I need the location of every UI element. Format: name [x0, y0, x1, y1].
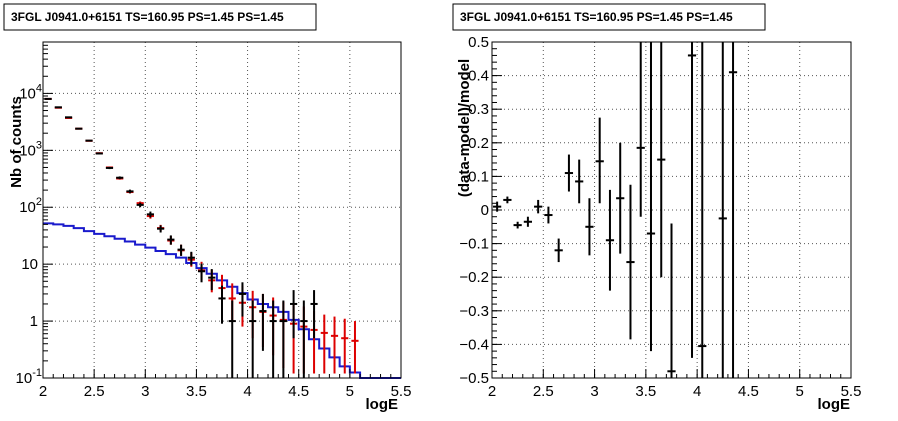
residual-xlabel: logE: [818, 396, 851, 413]
residual-title: 3FGL J0941.0+6151 TS=160.95 PS=1.45 PS=1…: [460, 10, 733, 24]
counts-x-tick-label: 5.5: [391, 383, 412, 400]
counts-x-tick-label: 2: [39, 383, 47, 400]
counts-y-tick-label: 10-1: [16, 367, 42, 387]
counts-x-tick-label: 4.5: [288, 383, 309, 400]
residual-marks: [493, 42, 738, 378]
counts-y-tick-label: 104: [19, 82, 42, 102]
counts-ylabel: Nb of counts: [8, 96, 25, 188]
counts-y-tick-label: 102: [19, 196, 42, 216]
residual-ylabel: (data-model)/model: [456, 59, 473, 197]
residual-axes: 2 2.5 3 3.5 4 4.5 5 5.5 −0.5 −0.4 −0.3 −0.2 −0.1 0 0.1…: [459, 34, 861, 400]
residual-panel: 3FGL J0941.0+6151 TS=160.95 PS=1.45 PS=1…: [452, 3, 861, 413]
residual-x-tick-label: 5.5: [841, 383, 862, 400]
residual-y-tick-label: 0.5: [468, 34, 489, 51]
residual-x-tick-label: 2: [488, 383, 496, 400]
residual-y-tick-label: 0.2: [468, 135, 489, 152]
background-model-line: [43, 222, 401, 379]
counts-panel: 3FGL J0941.0+6151 TS=160.95 PS=1.45 PS=1…: [3, 3, 412, 413]
residual-x-tick-label: 3: [590, 383, 598, 400]
residual-y-tick-label: −0.2: [459, 269, 489, 286]
residual-y-tick-label: −0.1: [459, 236, 489, 253]
counts-x-tick-label: 5: [346, 383, 354, 400]
counts-title: 3FGL J0941.0+6151 TS=160.95 PS=1.45 PS=1…: [11, 10, 284, 24]
counts-y-tick-label: 103: [19, 139, 42, 159]
residual-y-tick-label: −0.5: [459, 370, 489, 387]
counts-x-tick-label: 2.5: [84, 383, 105, 400]
residual-x-tick-label: 2.5: [533, 383, 554, 400]
residual-x-tick-label: 3.5: [635, 383, 656, 400]
counts-y-tick-label: 10: [21, 256, 38, 273]
residual-y-tick-label: −0.3: [459, 303, 489, 320]
counts-frame: [42, 41, 402, 379]
counts-axes: 2 2.5 3 3.5 4 4.5 5 5.5 10-1 1 10 102 103 104: [16, 41, 412, 400]
counts-title-box: [3, 3, 317, 31]
residual-y-tick-label: 0.1: [468, 168, 489, 185]
counts-y-tick-label: 1: [30, 313, 38, 330]
residual-y-tick-label: 0.4: [468, 68, 489, 85]
counts-xlabel: logE: [366, 396, 399, 413]
counts-marks: [43, 97, 401, 379]
counts-x-tick-label: 3.5: [186, 383, 207, 400]
residual-x-tick-label: 4.5: [738, 383, 759, 400]
residual-title-box: [452, 3, 766, 31]
residual-y-tick-label: 0: [481, 202, 489, 219]
residual-x-tick-label: 5: [796, 383, 804, 400]
counts-x-tick-label: 3: [141, 383, 149, 400]
residual-y-tick-label: −0.4: [459, 336, 489, 353]
counts-grid: [43, 42, 401, 378]
residual-grid: [492, 42, 851, 378]
counts-x-tick-label: 4: [243, 383, 251, 400]
residual-y-tick-label: 0.3: [468, 101, 489, 118]
residual-x-tick-label: 4: [693, 383, 701, 400]
